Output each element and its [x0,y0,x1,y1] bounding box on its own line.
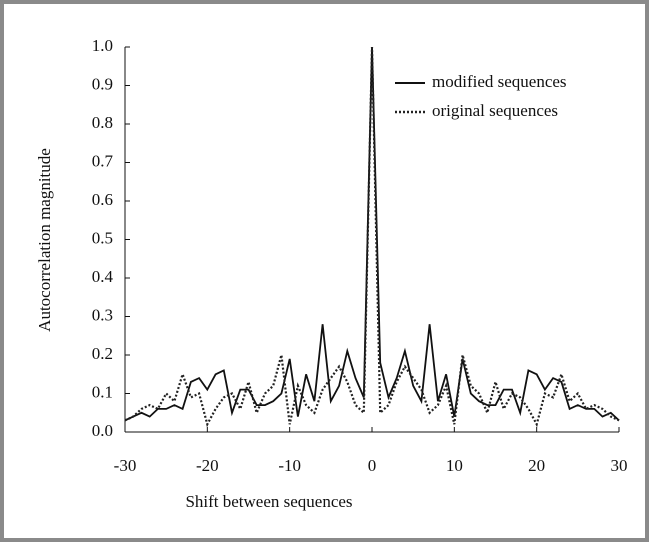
y-tick-label: 0.1 [92,382,113,401]
y-tick-label: 0.7 [92,151,114,170]
x-tick-label: -20 [196,456,219,475]
y-tick-label: 0.8 [92,113,113,132]
y-tick-label: 0.5 [92,228,113,247]
x-tick-label: 10 [446,456,463,475]
legend-label: original sequences [432,101,558,120]
legend-label: modified sequences [432,72,567,91]
x-axis-label: Shift between sequences [185,492,352,511]
y-axis-label: Autocorrelation magnitude [35,148,54,332]
x-tick-label: 0 [368,456,377,475]
x-tick-label: 20 [528,456,545,475]
y-tick-label: 0.2 [92,344,113,363]
y-tick-label: 0.9 [92,74,113,93]
y-tick-label: 0.3 [92,305,113,324]
x-tick-label: -30 [114,456,137,475]
y-tick-label: 1.0 [92,36,113,55]
x-tick-label: -10 [278,456,301,475]
y-tick-label: 0.4 [92,267,114,286]
series-line [124,46,620,428]
x-tick-label: 30 [611,456,628,475]
y-tick-label: 0.6 [92,190,113,209]
y-tick-label: 0.0 [92,421,113,440]
